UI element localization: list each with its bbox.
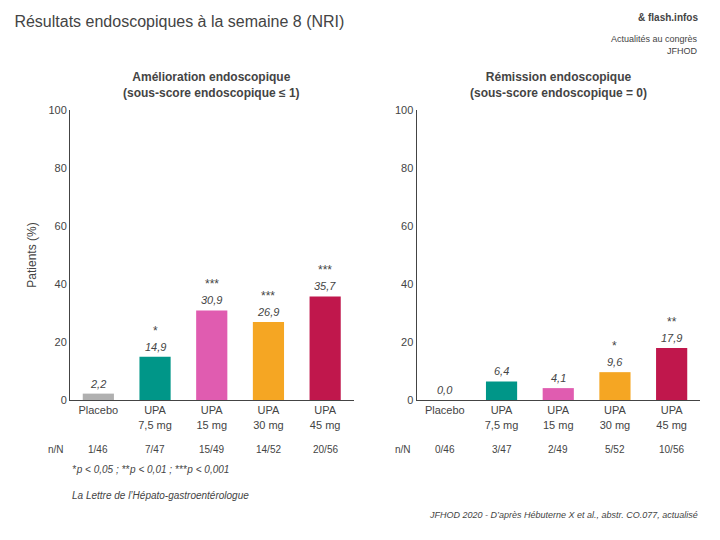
svg-text:Patients (%): Patients (%)	[25, 222, 39, 287]
svg-text:9,6: 9,6	[607, 356, 623, 368]
svg-text:UPA15 mg: UPA15 mg	[196, 404, 227, 430]
svg-text:10/56: 10/56	[659, 444, 684, 455]
svg-text:100: 100	[395, 104, 413, 116]
svg-text:5/52: 5/52	[605, 444, 625, 455]
svg-text:60: 60	[55, 220, 67, 232]
svg-text:***: ***	[261, 289, 275, 303]
svg-text:***: ***	[318, 263, 332, 277]
svg-text:4,1: 4,1	[551, 372, 566, 384]
svg-text:14/52: 14/52	[256, 444, 281, 455]
svg-text:2/49: 2/49	[548, 444, 568, 455]
svg-text:100: 100	[48, 104, 66, 116]
svg-text:40: 40	[401, 278, 413, 290]
svg-text:La Lettre de l’Hépato-gastroen: La Lettre de l’Hépato-gastroentérologue	[72, 490, 249, 501]
svg-text:0: 0	[61, 394, 67, 406]
svg-text:20/56: 20/56	[313, 444, 338, 455]
svg-text:0,0: 0,0	[437, 384, 453, 396]
svg-text:& flash.infos: & flash.infos	[638, 12, 698, 23]
svg-text:UPA7,5 mg: UPA7,5 mg	[485, 404, 519, 430]
svg-text:17,9: 17,9	[661, 332, 682, 344]
svg-text:Placebo: Placebo	[78, 404, 118, 416]
svg-text:35,7: 35,7	[314, 280, 336, 292]
svg-text:Rémission endoscopique(sous-sc: Rémission endoscopique(sous-score endosc…	[470, 70, 647, 100]
svg-text:* p < 0,05 ; ** p < 0,01 ; ***: * p < 0,05 ; ** p < 0,01 ; *** p < 0,001	[72, 464, 229, 475]
svg-text:Amélioration endoscopique(sous: Amélioration endoscopique(sous-score end…	[123, 70, 300, 100]
svg-text:6,4: 6,4	[494, 365, 509, 377]
svg-text:*: *	[153, 324, 158, 338]
svg-text:JFHOD 2020 - D’après Hébuterne: JFHOD 2020 - D’après Hébuterne X et al.,…	[429, 510, 698, 520]
svg-text:20: 20	[55, 336, 67, 348]
svg-text:0/46: 0/46	[435, 444, 455, 455]
svg-text:UPA7,5 mg: UPA7,5 mg	[138, 404, 172, 430]
svg-text:**: **	[667, 315, 677, 329]
svg-text:UPA45 mg: UPA45 mg	[656, 404, 687, 430]
svg-text:26,9: 26,9	[257, 306, 279, 318]
svg-text:Actualités au congrèsJFHOD: Actualités au congrèsJFHOD	[611, 34, 698, 56]
svg-text:30,9: 30,9	[201, 294, 222, 306]
svg-text:UPA15 mg: UPA15 mg	[543, 404, 574, 430]
svg-text:***: ***	[205, 277, 219, 291]
svg-text:UPA30 mg: UPA30 mg	[253, 404, 284, 430]
svg-text:Résultats endoscopiques à la s: Résultats endoscopiques à la semaine 8 (…	[14, 13, 344, 30]
svg-text:3/47: 3/47	[492, 444, 512, 455]
svg-text:20: 20	[401, 336, 413, 348]
svg-text:UPA45 mg: UPA45 mg	[310, 404, 341, 430]
svg-text:80: 80	[55, 162, 67, 174]
svg-text:40: 40	[55, 278, 67, 290]
svg-text:14,9: 14,9	[145, 341, 166, 353]
svg-text:0: 0	[407, 394, 413, 406]
svg-text:80: 80	[401, 162, 413, 174]
svg-text:2,2: 2,2	[90, 378, 106, 390]
svg-text:n/N: n/N	[395, 444, 411, 455]
svg-text:*: *	[612, 339, 617, 353]
svg-text:Placebo: Placebo	[425, 404, 465, 416]
svg-text:60: 60	[401, 220, 413, 232]
svg-text:UPA30 mg: UPA30 mg	[600, 404, 631, 430]
svg-text:n/N: n/N	[48, 444, 64, 455]
svg-text:1/46: 1/46	[88, 444, 108, 455]
svg-text:7/47: 7/47	[145, 444, 165, 455]
svg-text:15/49: 15/49	[199, 444, 224, 455]
